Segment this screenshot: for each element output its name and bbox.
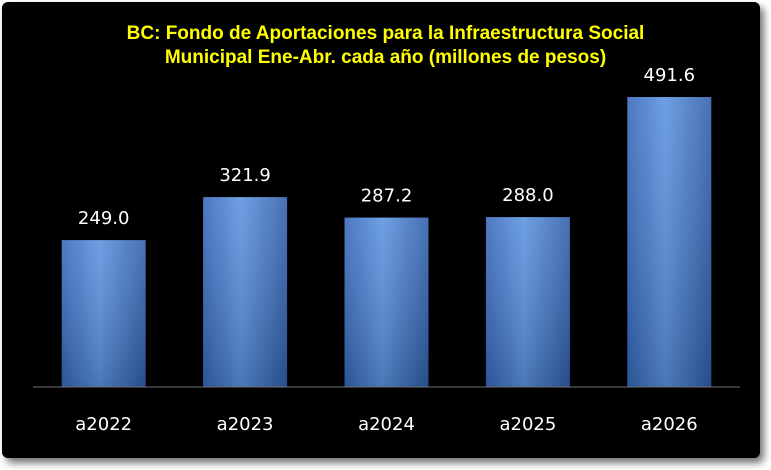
bar-shade-a2024 <box>344 217 429 387</box>
chart-title-line2: Municipal Ene-Abr. cada año (millones de… <box>164 47 607 68</box>
chart-title-line1: BC: Fondo de Aportaciones para la Infrae… <box>126 23 645 44</box>
x-tick-label-a2026: a2026 <box>641 414 698 435</box>
chart-title: BC: Fondo de Aportaciones para la Infrae… <box>0 22 771 70</box>
data-label-a2022: 249.0 <box>78 208 130 229</box>
x-tick-label-a2022: a2022 <box>75 414 132 435</box>
data-label-a2026: 491.6 <box>644 65 696 86</box>
x-tick-label-a2025: a2025 <box>499 414 556 435</box>
bar-shade-a2026 <box>627 97 712 387</box>
bar-shade-a2022 <box>61 240 146 387</box>
bar-shade-a2023 <box>203 197 288 387</box>
x-tick-label-a2023: a2023 <box>217 414 274 435</box>
data-label-a2023: 321.9 <box>219 165 271 186</box>
bar-shade-a2025 <box>485 217 570 387</box>
x-tick-label-a2024: a2024 <box>358 414 415 435</box>
data-label-a2025: 288.0 <box>502 185 554 206</box>
data-label-a2024: 287.2 <box>361 186 413 207</box>
